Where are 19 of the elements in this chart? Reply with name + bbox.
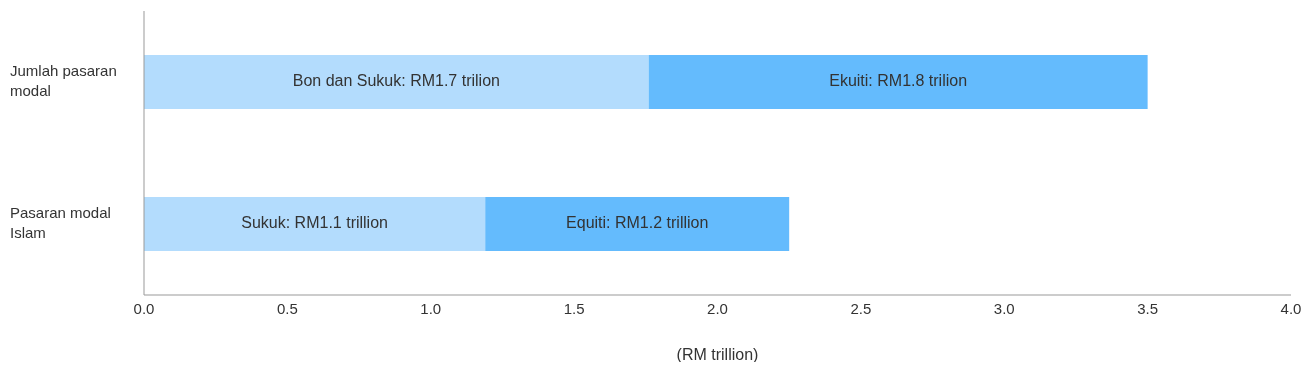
y-tick-label: Jumlah pasaran modal bbox=[10, 61, 117, 99]
data-label: Sukuk: RM1.1 trillion bbox=[241, 214, 388, 232]
bar bbox=[144, 55, 649, 110]
bar bbox=[144, 197, 486, 252]
x-tick-label: 3.0 bbox=[993, 299, 1015, 317]
x-tick-label: 1.5 bbox=[563, 299, 585, 317]
x-tick-label: 1.0 bbox=[420, 299, 442, 317]
x-tick-label: 0.5 bbox=[276, 299, 298, 317]
x-tick-label: 3.5 bbox=[1137, 299, 1159, 317]
x-tick-label: 2.5 bbox=[850, 299, 872, 317]
x-tick-label: 4.0 bbox=[1280, 299, 1302, 317]
data-label: Bon dan Sukuk: RM1.7 trilion bbox=[292, 72, 500, 90]
bar bbox=[485, 197, 790, 252]
bar bbox=[648, 55, 1148, 110]
x-tick-label: 0.0 bbox=[133, 299, 155, 317]
data-label: Equiti: RM1.2 trillion bbox=[566, 214, 709, 232]
data-label: Ekuiti: RM1.8 trilion bbox=[829, 72, 968, 90]
x-tick-label: 2.0 bbox=[707, 299, 728, 317]
y-tick-label: Pasaran modal Islam bbox=[10, 203, 111, 241]
